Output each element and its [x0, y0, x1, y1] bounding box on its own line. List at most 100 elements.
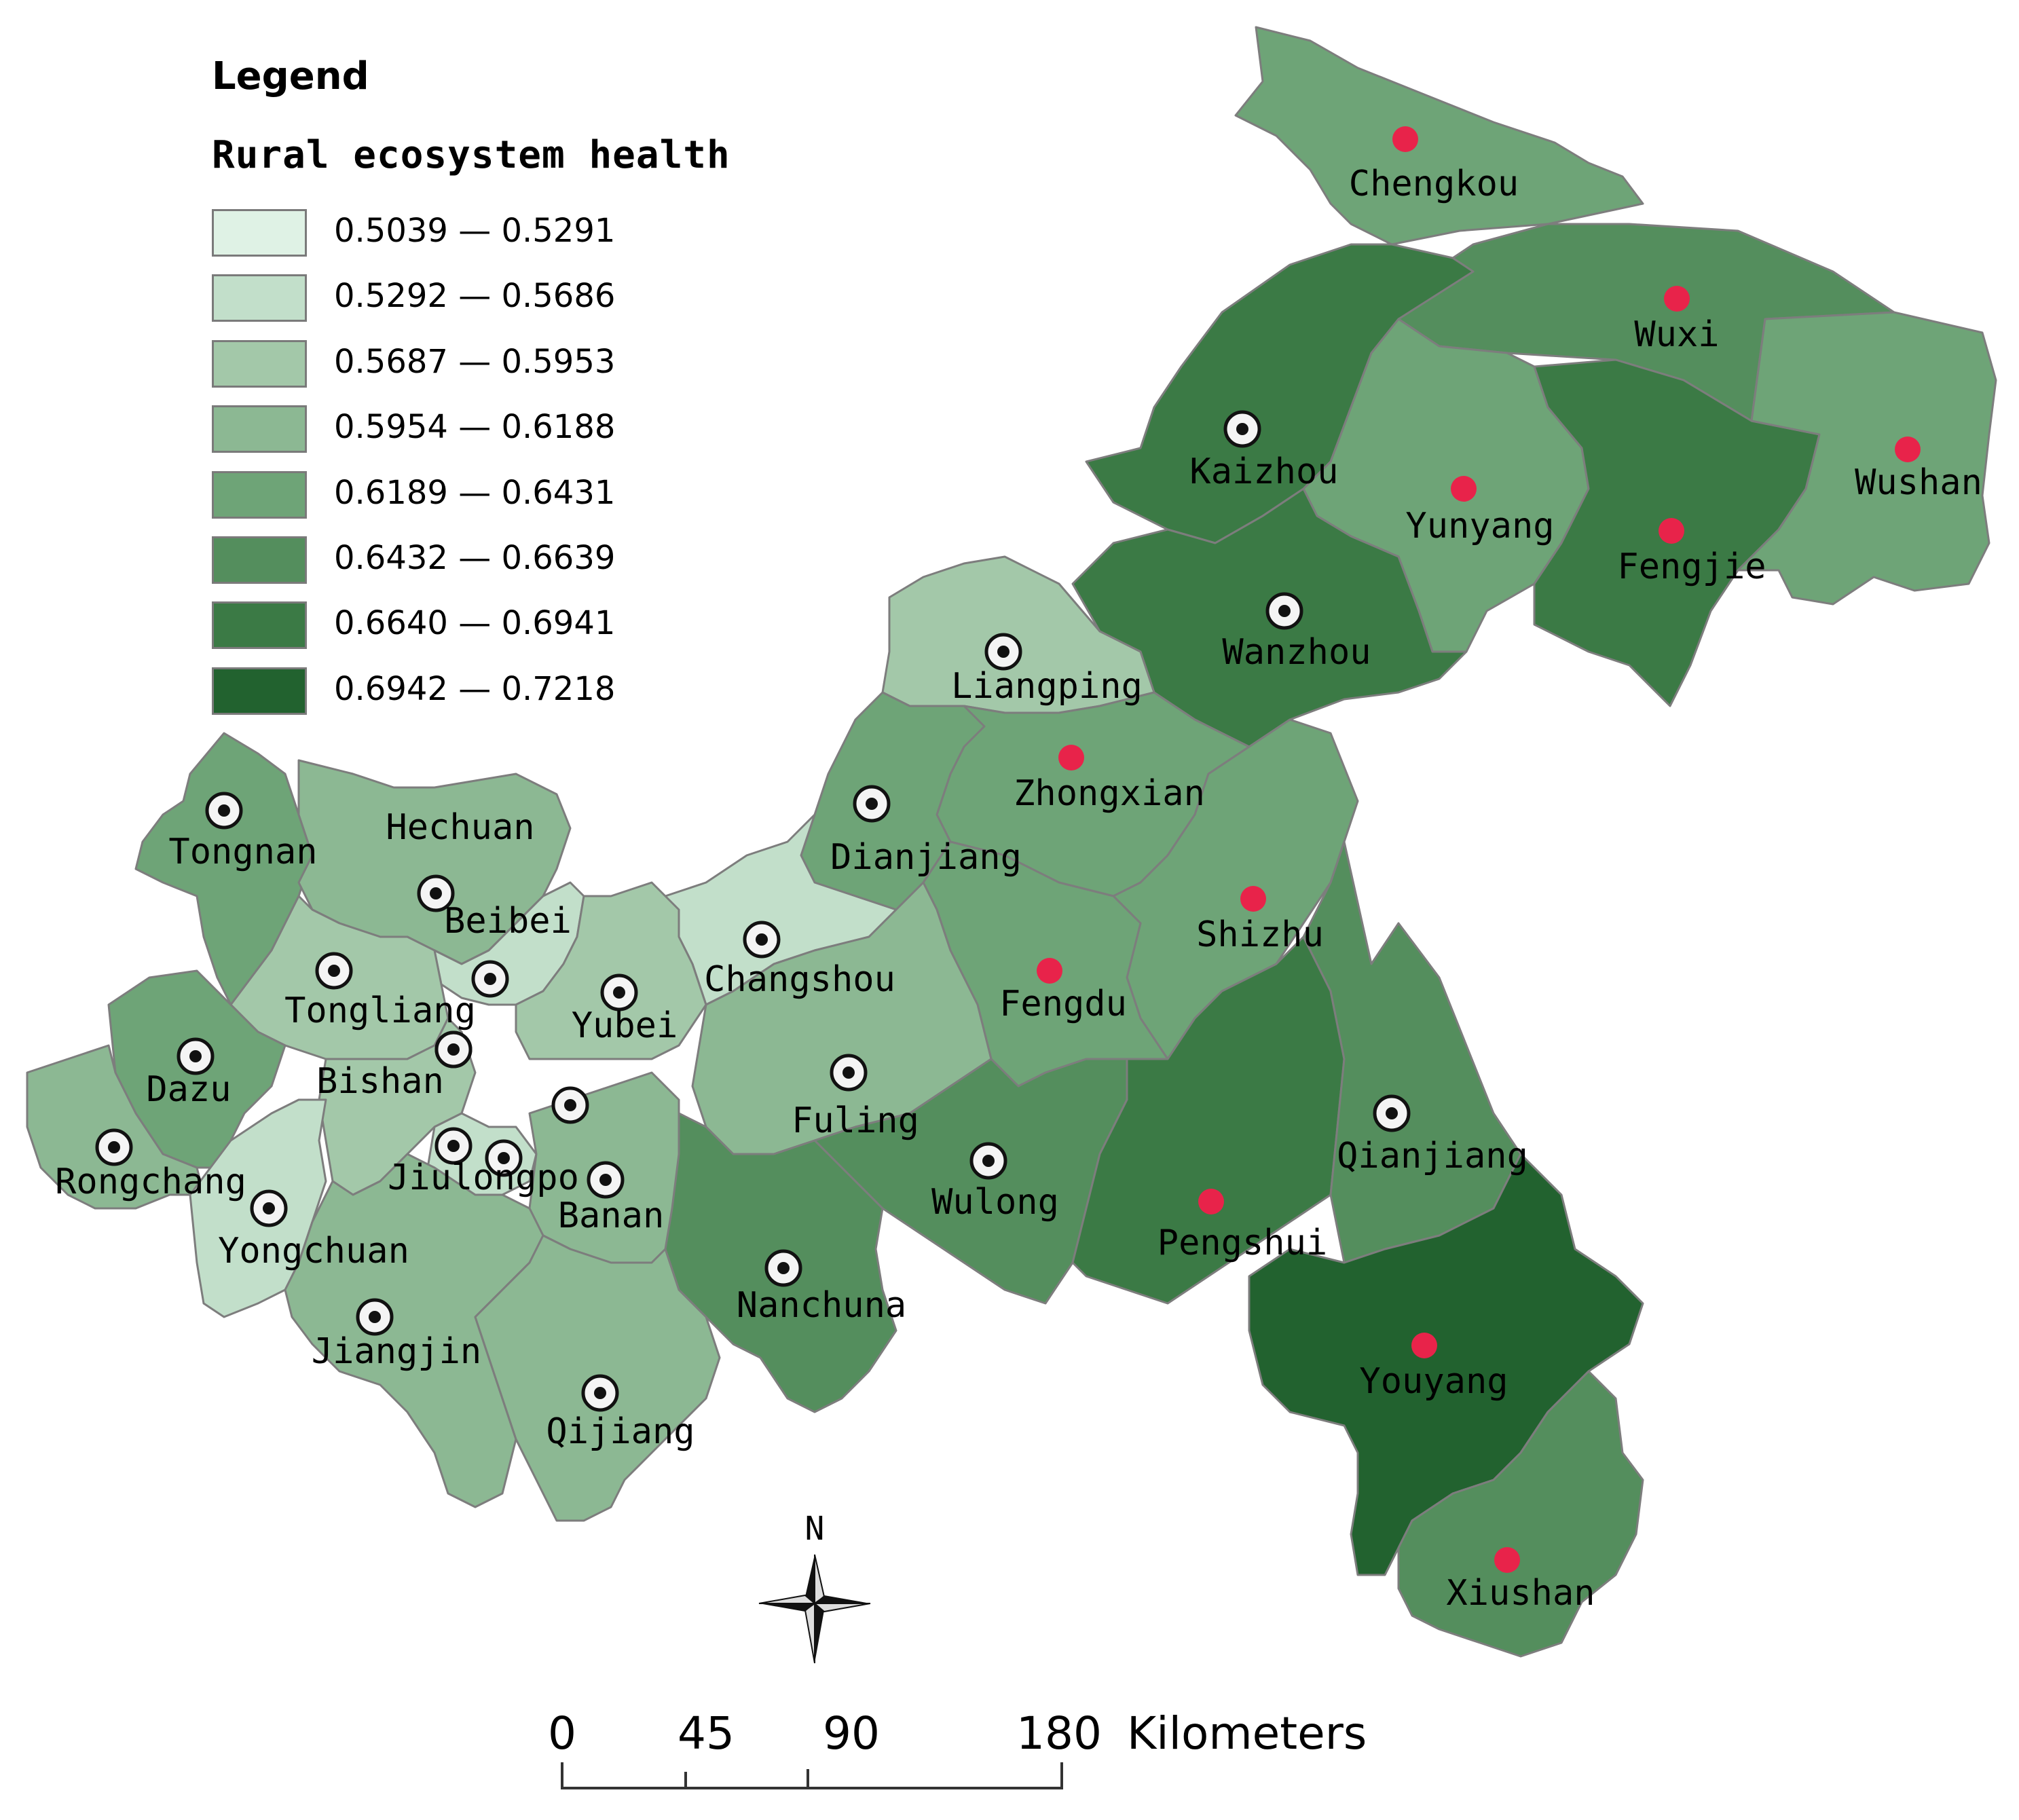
legend-label: 0.5039 — 0.5291 — [334, 212, 616, 250]
scale-bar: 0 45 90 180 Kilometers — [548, 1707, 1367, 1789]
bullseye-dot-icon — [997, 646, 1010, 658]
red-dot-icon — [1895, 437, 1921, 462]
marker-nanchuna — [764, 1249, 802, 1287]
legend-title: Legend — [212, 54, 369, 98]
marker-jiangjin — [356, 1298, 394, 1336]
region-wushan[interactable] — [1737, 311, 1997, 606]
district-markers — [95, 126, 1921, 1573]
bullseye-dot-icon — [564, 1099, 576, 1111]
label-youyang: Youyang — [1359, 1361, 1508, 1402]
marker-rongchang — [95, 1128, 133, 1166]
label-changshou: Changshou — [704, 959, 895, 1000]
label-xiushan: Xiushan — [1446, 1573, 1595, 1614]
compass-north-point — [805, 1555, 815, 1603]
label-tongliang: Tongliang — [284, 990, 476, 1031]
red-dot-icon — [1659, 518, 1684, 544]
label-yunyang: Yunyang — [1405, 506, 1554, 546]
legend-subtitle: Rural ecosystem health — [212, 133, 730, 177]
legend-swatch — [212, 339, 307, 388]
legend-label: 0.6640 — 0.6941 — [334, 604, 616, 643]
marker-shizhu — [1240, 886, 1266, 912]
district-labels: Chengkou Wuxi Kaizhou Yunyang Fengjie Wushan W… — [55, 164, 1982, 1614]
marker-dianjiang — [853, 785, 891, 823]
marker-unlabeled-3 — [485, 1139, 523, 1177]
marker-hechuan — [417, 874, 455, 912]
bullseye-dot-icon — [484, 973, 496, 985]
bullseye-dot-icon — [594, 1387, 606, 1399]
compass-east-point-light — [813, 1603, 871, 1613]
legend-swatch — [212, 274, 307, 322]
label-jiulongpo: Jiulongpo — [388, 1157, 579, 1198]
bullseye-dot-icon — [328, 965, 340, 977]
label-beibei: Beibei — [444, 901, 572, 942]
marker-yubei — [600, 973, 638, 1011]
bullseye-dot-icon — [866, 798, 878, 810]
marker-banan — [587, 1161, 625, 1199]
marker-wanzhou — [1265, 592, 1303, 630]
label-tongnan: Tongnan — [168, 832, 317, 872]
label-liangping: Liangping — [951, 666, 1143, 707]
region-xiushan[interactable] — [1397, 1370, 1644, 1658]
label-pengshui: Pengshui — [1157, 1223, 1327, 1263]
marker-tongliang — [315, 952, 353, 990]
region-chengkou[interactable] — [1234, 26, 1644, 246]
marker-dazu — [177, 1037, 215, 1075]
label-banan: Banan — [558, 1195, 665, 1236]
label-chengkou: Chengkou — [1349, 164, 1519, 204]
marker-beibei — [471, 960, 509, 998]
label-wuxi: Wuxi — [1634, 314, 1719, 355]
marker-qijiang — [581, 1374, 619, 1412]
red-dot-icon — [1664, 286, 1690, 312]
bullseye-dot-icon — [842, 1066, 855, 1079]
marker-yongchuan — [250, 1189, 288, 1227]
legend-swatch — [212, 601, 307, 650]
bullseye-dot-icon — [108, 1141, 120, 1153]
bullseye-dot-icon — [756, 933, 768, 946]
label-hechuan: Hechuan — [386, 807, 534, 848]
region-yubei[interactable] — [515, 881, 707, 1060]
red-dot-icon — [1198, 1189, 1224, 1214]
scale-unit-label: Kilometers — [1127, 1707, 1367, 1760]
bullseye-dot-icon — [1386, 1107, 1398, 1119]
bullseye-dot-icon — [447, 1043, 460, 1056]
bullseye-dot-icon — [369, 1311, 381, 1323]
red-dot-icon — [1240, 886, 1266, 912]
label-rongchang: Rongchang — [55, 1162, 246, 1202]
compass-west-point — [758, 1594, 817, 1604]
marker-chengkou — [1392, 126, 1418, 152]
label-zhongxian: Zhongxian — [1014, 773, 1205, 814]
bullseye-dot-icon — [430, 887, 442, 899]
red-dot-icon — [1451, 476, 1477, 502]
marker-liangping — [984, 633, 1022, 671]
marker-changshou — [743, 921, 781, 959]
bullseye-dot-icon — [599, 1174, 612, 1186]
red-dot-icon — [1037, 958, 1062, 984]
label-bishan: Bishan — [316, 1061, 444, 1102]
marker-zhongxian — [1058, 745, 1084, 770]
marker-tongnan — [205, 792, 243, 830]
marker-yunyang — [1451, 476, 1477, 502]
compass-south-point — [804, 1602, 815, 1664]
marker-kaizhou — [1223, 410, 1261, 448]
bullseye-dot-icon — [447, 1140, 460, 1152]
region-pengshui[interactable] — [1071, 935, 1346, 1305]
label-jiangjin: Jiangjin — [312, 1331, 481, 1372]
marker-unlabeled-1 — [434, 1030, 473, 1069]
marker-fengjie — [1659, 518, 1684, 544]
bullseye-dot-icon — [1278, 605, 1291, 617]
marker-xiushan — [1494, 1547, 1520, 1573]
north-label: N — [805, 1510, 825, 1548]
label-yubei: Yubei — [572, 1005, 678, 1046]
label-nanchuna: Nanchuna — [737, 1285, 906, 1326]
red-dot-icon — [1392, 126, 1418, 152]
legend-label: 0.5292 — 0.5686 — [334, 277, 616, 316]
label-shizhu: Shizhu — [1196, 914, 1324, 955]
bullseye-dot-icon — [189, 1050, 202, 1062]
label-wushan: Wushan — [1855, 462, 1982, 503]
legend-label: 0.5954 — 0.6188 — [334, 408, 616, 447]
red-dot-icon — [1411, 1333, 1437, 1358]
compass-south-point-dark — [815, 1603, 824, 1663]
legend-swatch — [212, 209, 307, 257]
red-dot-icon — [1494, 1547, 1520, 1573]
label-qianjiang: Qianjiang — [1337, 1136, 1528, 1176]
